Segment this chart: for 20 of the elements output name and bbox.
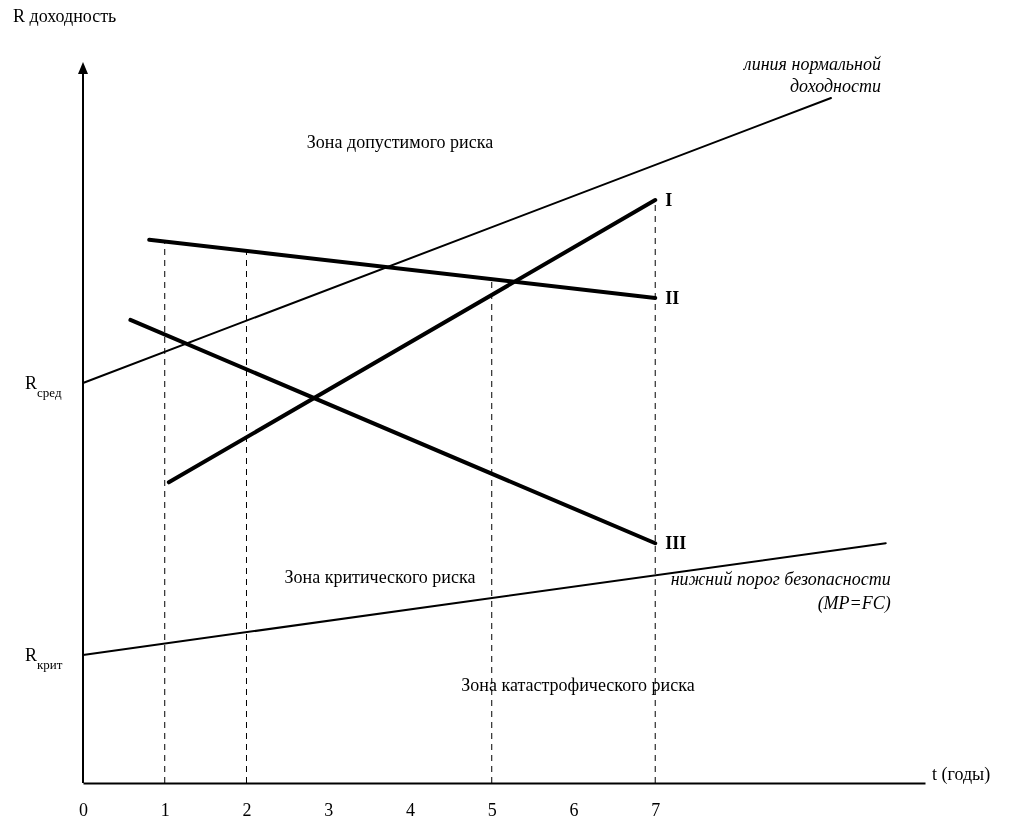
x-tick-label: 0 [79,799,88,820]
x-tick-label: 3 [324,799,334,820]
series-label: нижний порог безопасности (MP=FC) [670,569,891,615]
series-label: линия нормальной доходности [742,54,881,96]
x-tick-label: 7 [651,799,661,820]
annotation: R$_{сред}$ [25,372,62,400]
annotation: Зона катастрофического риска [461,675,695,695]
x-tick-label: 6 [569,799,579,820]
series-label: II [665,288,680,309]
x-tick-label: 2 [242,799,252,820]
x-axis-title: t (годы) [932,764,991,785]
annotation: Зона допустимого риска [306,132,494,152]
x-tick-label: 1 [160,799,170,820]
x-tick-label: 4 [405,799,415,820]
annotation: Зона критического риска [284,567,476,587]
x-tick-label: 5 [487,799,497,820]
y-axis-title: R доходность [13,6,117,26]
annotation: R$_{крит}$ [25,644,63,672]
series-label: III [665,533,687,554]
series-label: I [665,190,673,211]
